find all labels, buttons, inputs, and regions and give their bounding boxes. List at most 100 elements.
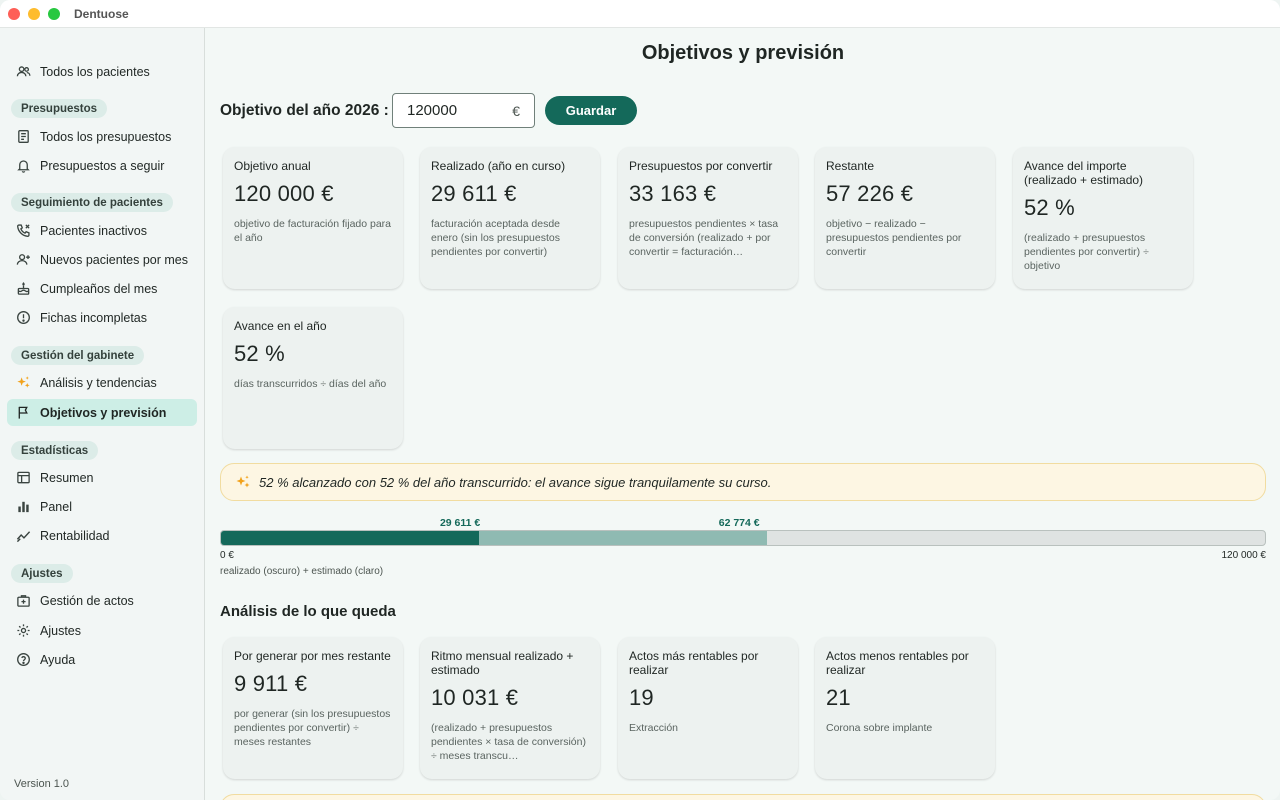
card-value: 19 xyxy=(629,685,654,710)
main-content: Objetivos y previsión Objetivo del año 2… xyxy=(206,28,1280,800)
analysis-heading: Análisis de lo que queda xyxy=(220,603,396,620)
sidebar-item-label: Análisis y tendencias xyxy=(40,375,157,390)
sidebar-item-label: Todos los pacientes xyxy=(40,64,150,79)
kpi-card-avance-del-importe: Avance del importe (realizado + estimado… xyxy=(1013,147,1193,289)
section-gestion-del-gabinete: Gestión del gabinete xyxy=(11,346,145,365)
section-seguimiento-de-pacientes: Seguimiento de pacientes xyxy=(11,193,173,212)
kpi-card-objetivo-anual: Objetivo anual 120 000 € objetivo de fac… xyxy=(223,147,403,289)
sparkle-icon xyxy=(15,375,31,391)
sidebar-item-rentabilidad[interactable]: Rentabilidad xyxy=(7,522,197,549)
card-description: días transcurridos ÷ días del año xyxy=(234,378,387,390)
minimize-window-button[interactable] xyxy=(28,8,40,20)
sidebar-item-todos-los-presupuestos[interactable]: Todos los presupuestos xyxy=(7,123,197,150)
card-value: 52 % xyxy=(1024,195,1075,220)
title-bar: Dentuose xyxy=(0,0,1280,28)
card-value: 9 911 € xyxy=(234,671,308,696)
sidebar-item-analisis-y-tendencias[interactable]: Análisis y tendencias xyxy=(7,369,197,396)
zoom-window-button[interactable] xyxy=(48,8,60,20)
section-ajustes: Ajustes xyxy=(11,564,73,583)
sidebar-item-label: Objetivos y previsión xyxy=(40,405,167,420)
card-value: 10 031 € xyxy=(431,685,519,710)
analysis-card-ritmo-mensual: Ritmo mensual realizado + estimado 10 03… xyxy=(420,637,600,779)
sidebar-item-fichas-incompletas[interactable]: Fichas incompletas xyxy=(7,304,197,331)
card-title: Objetivo anual xyxy=(234,159,311,173)
card-description: presupuestos pendientes × tasa de conver… xyxy=(629,218,779,258)
medical-case-icon xyxy=(15,593,31,609)
goal-input[interactable] xyxy=(407,102,497,119)
sidebar-item-panel[interactable]: Panel xyxy=(7,493,197,520)
section-presupuestos: Presupuestos xyxy=(11,99,108,118)
card-title: Actos más rentables por realizar xyxy=(629,649,759,677)
close-window-button[interactable] xyxy=(8,8,20,20)
card-title: Por generar por mes restante xyxy=(234,649,391,663)
kpi-card-avance-en-el-ano: Avance en el año 52 % días transcurridos… xyxy=(223,307,403,449)
sidebar-item-ajustes[interactable]: Ajustes xyxy=(7,617,197,644)
card-description: objetivo − realizado − presupuestos pend… xyxy=(826,218,962,258)
sidebar-item-gestion-de-actos[interactable]: Gestión de actos xyxy=(7,587,197,614)
progress-bar xyxy=(220,530,1266,546)
card-description: (realizado + presupuestos pendientes por… xyxy=(1024,232,1149,272)
goal-field[interactable]: € xyxy=(392,93,535,128)
card-value: 33 163 € xyxy=(629,181,717,206)
card-title: Realizado (año en curso) xyxy=(431,159,566,173)
card-title: Avance del importe (realizado + estimado… xyxy=(1024,159,1144,187)
bar-chart-icon xyxy=(15,499,31,515)
realized-amount-label: 29 611 € xyxy=(439,517,481,529)
card-description: (realizado + presupuestos pendientes × t… xyxy=(431,722,586,762)
gear-icon xyxy=(15,623,31,639)
insight-banner-partial xyxy=(220,794,1266,800)
kpi-card-presupuestos-por-convertir: Presupuestos por convertir 33 163 € pres… xyxy=(618,147,798,289)
card-title: Avance en el año xyxy=(234,319,327,333)
card-description: facturación aceptada desde enero (sin lo… xyxy=(431,218,561,258)
card-value: 21 xyxy=(826,685,851,710)
card-value: 120 000 € xyxy=(234,181,334,206)
help-icon xyxy=(15,652,31,668)
progress-min-label: 0 € xyxy=(220,550,234,561)
analysis-card-actos-menos-rentables: Actos menos rentables por realizar 21 Co… xyxy=(815,637,995,779)
sidebar-item-label: Resumen xyxy=(40,470,94,485)
progress-realized-segment xyxy=(221,531,479,545)
card-title: Actos menos rentables por realizar xyxy=(826,649,969,677)
save-button[interactable]: Guardar xyxy=(545,96,637,125)
progress-max-label: 120 000 € xyxy=(1221,550,1267,561)
card-title: Presupuestos por convertir xyxy=(629,159,773,173)
user-plus-icon xyxy=(15,252,31,268)
sidebar-item-ayuda[interactable]: Ayuda xyxy=(7,646,197,673)
page-title: Objetivos y previsión xyxy=(641,42,845,64)
analysis-card-actos-mas-rentables: Actos más rentables por realizar 19 Extr… xyxy=(618,637,798,779)
card-description: Extracción xyxy=(629,722,679,734)
sidebar-item-label: Ajustes xyxy=(40,623,81,638)
sidebar: Todos los pacientes Presupuestos Todos l… xyxy=(0,28,205,800)
sidebar-item-label: Rentabilidad xyxy=(40,528,110,543)
insight-text: 52 % alcanzado con 52 % del año transcur… xyxy=(259,474,772,490)
sidebar-item-label: Todos los presupuestos xyxy=(40,129,172,144)
sidebar-item-presupuestos-a-seguir[interactable]: Presupuestos a seguir xyxy=(7,152,197,179)
card-description: objetivo de facturación fijado para el a… xyxy=(234,218,392,244)
sidebar-item-resumen[interactable]: Resumen xyxy=(7,464,197,491)
insight-banner: 52 % alcanzado con 52 % del año transcur… xyxy=(220,463,1266,501)
sidebar-item-label: Pacientes inactivos xyxy=(40,223,148,238)
card-description: por generar (sin los presupuestos pendie… xyxy=(234,708,391,748)
estimated-amount-label: 62 774 € xyxy=(718,517,760,529)
card-value: 29 611 € xyxy=(431,181,517,206)
sidebar-item-label: Presupuestos a seguir xyxy=(40,158,165,173)
bell-icon xyxy=(15,158,31,174)
sidebar-item-label: Gestión de actos xyxy=(40,593,134,608)
sidebar-item-label: Ayuda xyxy=(40,652,76,667)
version-label: Version 1.0 xyxy=(14,778,70,790)
document-icon xyxy=(15,129,31,145)
users-icon xyxy=(15,64,31,80)
sidebar-item-pacientes-inactivos[interactable]: Pacientes inactivos xyxy=(7,217,197,244)
trend-icon xyxy=(15,528,31,544)
card-value: 57 226 € xyxy=(826,181,914,206)
cake-icon xyxy=(15,281,31,297)
sidebar-item-todos-los-pacientes[interactable]: Todos los pacientes xyxy=(7,58,197,85)
sidebar-item-objetivos-y-prevision[interactable]: Objetivos y previsión xyxy=(7,399,197,426)
sidebar-item-cumpleanos-del-mes[interactable]: Cumpleaños del mes xyxy=(7,275,197,302)
sidebar-item-nuevos-pacientes-por-mes[interactable]: Nuevos pacientes por mes xyxy=(7,246,197,273)
card-title: Ritmo mensual realizado + estimado xyxy=(431,649,574,677)
table-icon xyxy=(15,470,31,486)
currency-suffix: € xyxy=(512,102,520,119)
card-value: 52 % xyxy=(234,341,285,366)
